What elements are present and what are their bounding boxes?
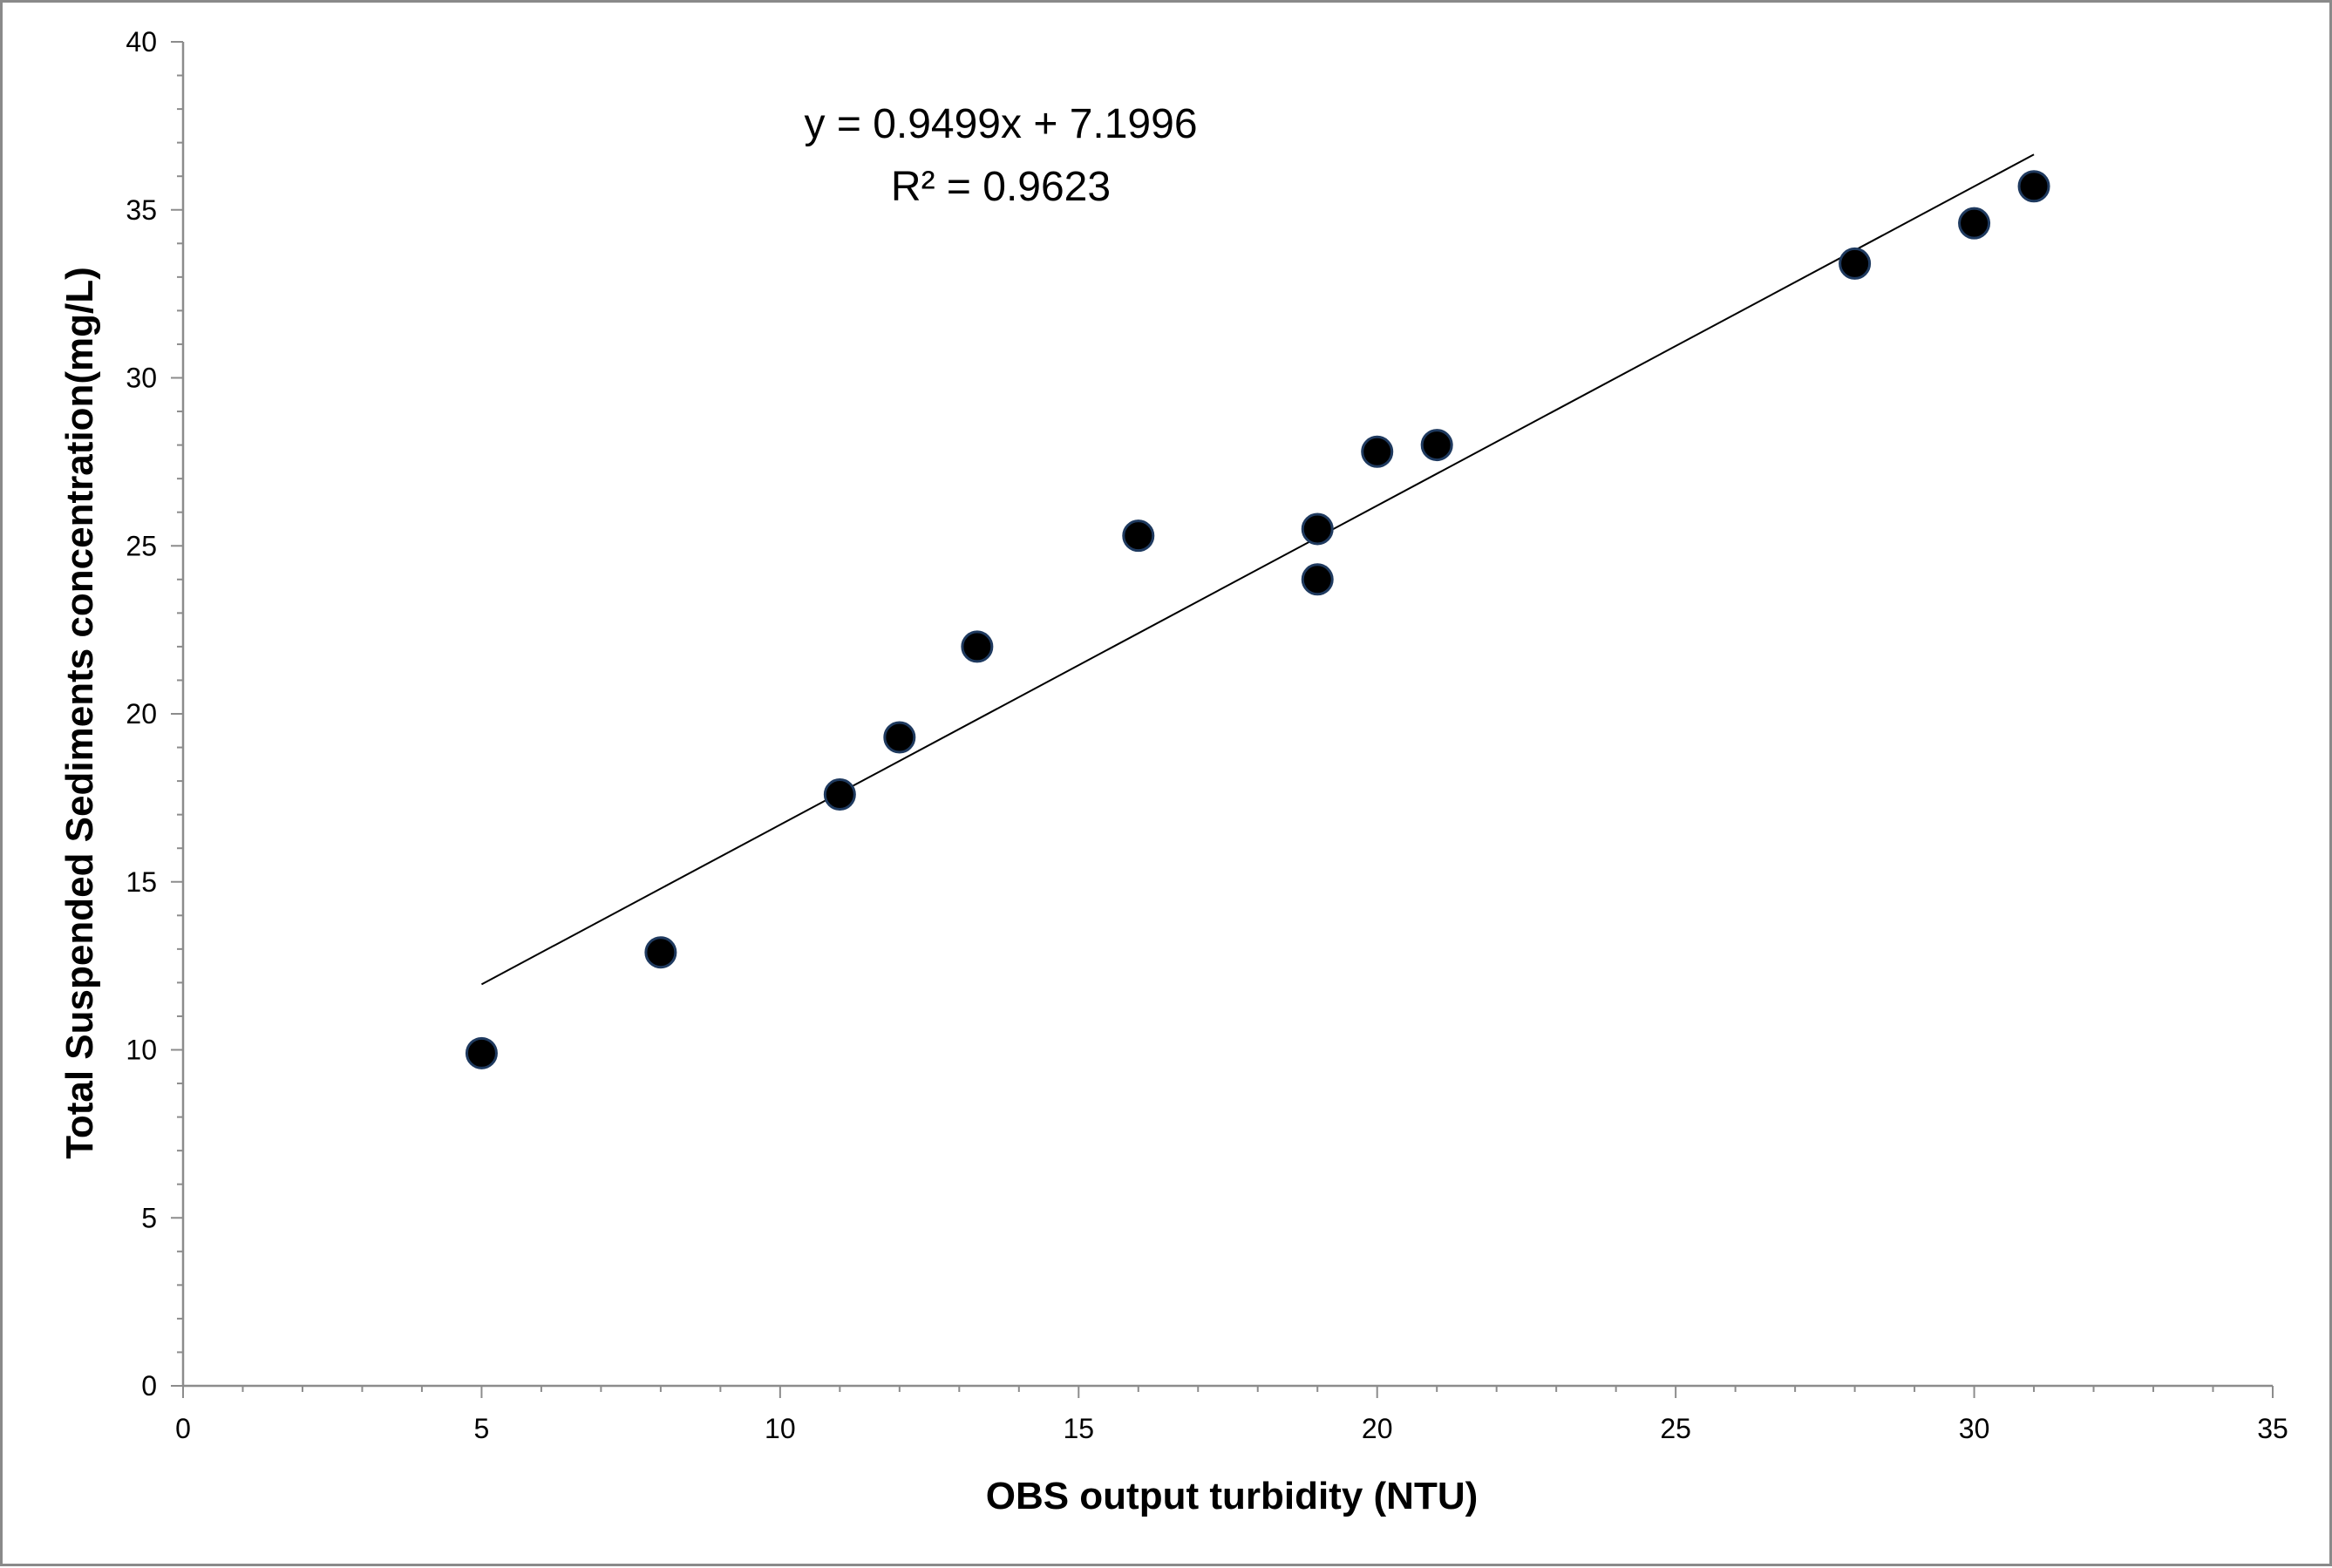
y-axis-title: Total Suspended Sediments concentration(… (58, 267, 101, 1159)
data-points (465, 170, 2050, 1069)
data-point (823, 778, 856, 811)
data-point (961, 630, 994, 663)
data-point (2017, 170, 2050, 203)
r-squared-label: R² = 0.9623 (891, 164, 1111, 210)
data-point (883, 721, 916, 754)
x-tick-label: 30 (1959, 1413, 1990, 1444)
trendline (480, 153, 2035, 986)
x-tick-label: 25 (1660, 1413, 1691, 1444)
y-tick-label: 25 (126, 530, 157, 561)
data-point (465, 1036, 498, 1069)
axes: 0 5 10 15 20 25 30 35 40 0 5 10 15 20 25 30 35 (126, 26, 2288, 1444)
data-point (1361, 435, 1394, 468)
y-tick-label: 15 (126, 866, 157, 898)
data-point (1301, 512, 1334, 546)
data-point (1301, 563, 1334, 596)
y-tick-label: 10 (126, 1035, 157, 1066)
trendline-layer (480, 153, 2035, 986)
y-tick-label: 40 (126, 26, 157, 58)
trendline-equation: y = 0.9499x + 7.1996 (804, 101, 1197, 147)
scatter-chart: 0 5 10 15 20 25 30 35 40 0 5 10 15 20 25 30 35 y = 0.949… (58, 26, 2288, 1517)
x-tick-label: 15 (1063, 1413, 1094, 1444)
y-tick-label: 0 (141, 1370, 157, 1402)
x-tick-label: 0 (175, 1413, 191, 1444)
x-tick-label: 35 (2257, 1413, 2288, 1444)
y-tick-label: 20 (126, 698, 157, 730)
x-tick-label: 10 (765, 1413, 796, 1444)
y-tick-label: 30 (126, 363, 157, 394)
data-point (1420, 429, 1453, 462)
x-axis-title: OBS output turbidity (NTU) (986, 1475, 1479, 1517)
x-tick-label: 5 (474, 1413, 490, 1444)
x-tick-label: 20 (1362, 1413, 1393, 1444)
data-point (644, 936, 677, 969)
y-tick-label: 35 (126, 194, 157, 226)
data-point (1839, 247, 1872, 280)
y-tick-label: 5 (141, 1202, 157, 1233)
data-point (1122, 519, 1155, 553)
data-point (1958, 207, 1991, 240)
labels: y = 0.9499x + 7.1996 R² = 0.9623 OBS out… (58, 101, 1478, 1517)
